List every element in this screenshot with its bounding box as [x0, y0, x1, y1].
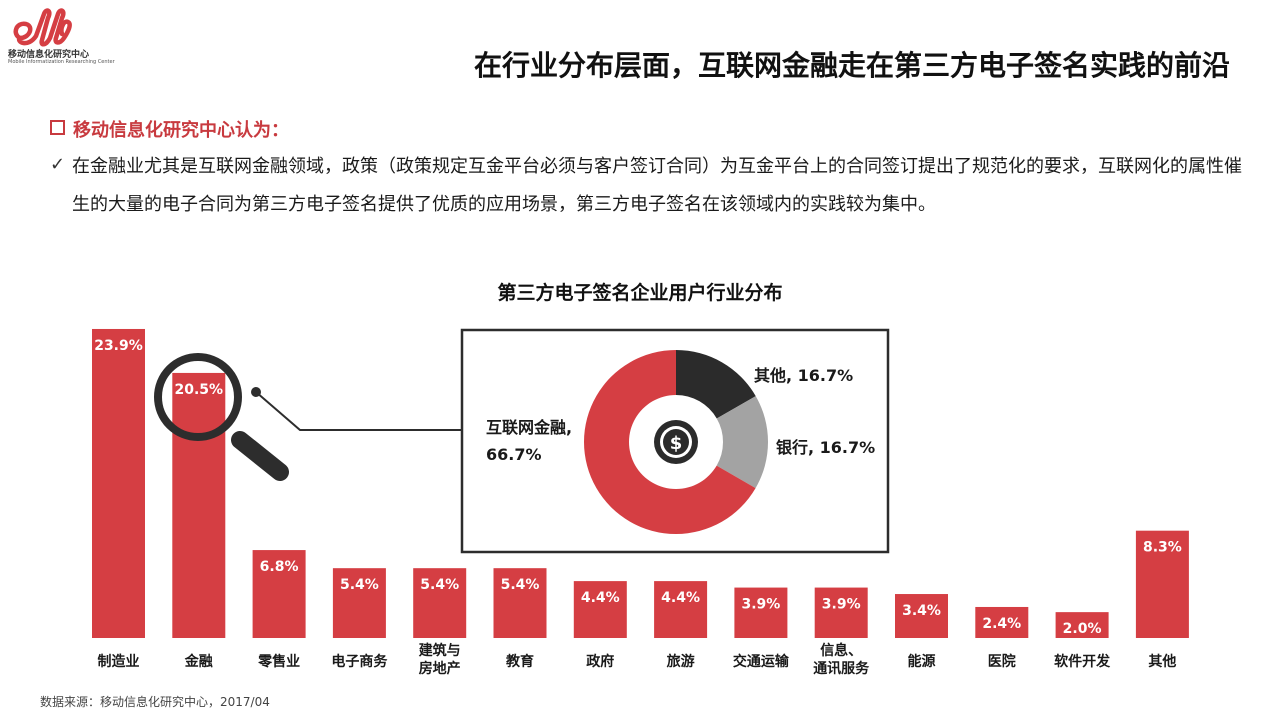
data-source: 数据来源：移动信息化研究中心，2017/04: [40, 695, 270, 709]
donut-label-0: 互联网金融, 66.7%: [486, 418, 572, 464]
bar-13: [1135, 530, 1189, 638]
bar-5: [493, 568, 547, 638]
bar-0: [92, 328, 145, 638]
bar-8: [734, 587, 788, 638]
insight-paragraph: 在金融业尤其是互联网金融领域，政策（政策规定互金平台必须与客户签订合同）为互金平…: [72, 156, 1242, 215]
section-heading: 移动信息化研究中心认为：: [50, 116, 289, 142]
square-bullet-icon: [50, 120, 65, 135]
bar-12: [1055, 612, 1109, 638]
checkmark-icon: ✓: [50, 154, 66, 175]
bar-value-label-2: 6.8%: [260, 559, 299, 575]
bar-1: [172, 372, 226, 638]
bar-value-label-11: 2.4%: [982, 616, 1021, 632]
category-label-9: 信息、通讯服务: [813, 642, 870, 677]
bar-value-label-9: 3.9%: [822, 597, 861, 613]
section-heading-text: 移动信息化研究中心认为：: [73, 120, 289, 141]
category-label-7: 旅游: [667, 653, 695, 670]
magnifier-icon: [154, 353, 289, 481]
bar-series: 23.9% 制造业 20.5% 金融 6.8% 零售业 5.4% 电子商务 5.4% 建筑与房地产…: [92, 328, 1189, 677]
category-label-8: 交通运输: [733, 653, 790, 670]
category-label-2: 零售业: [257, 653, 300, 670]
category-label-6: 政府: [586, 653, 614, 670]
donut-slice-0: [584, 350, 756, 534]
bar-value-label-0: 23.9%: [94, 338, 143, 354]
bar-value-label-12: 2.0%: [1063, 621, 1102, 637]
bar-7: [654, 581, 708, 638]
category-label-0: 制造业: [98, 653, 140, 670]
bar-9: [814, 587, 868, 638]
category-label-1: 金融: [184, 653, 213, 670]
chart-title: 第三方电子签名企业用户行业分布: [497, 282, 783, 304]
bar-4: [413, 568, 467, 638]
bar-3: [332, 568, 386, 638]
donut-label-2: 银行, 16.7%: [776, 438, 875, 457]
category-label-12: 软件开发: [1054, 653, 1111, 670]
bar-value-label-5: 5.4%: [501, 577, 540, 593]
donut-slice-1: [676, 350, 756, 419]
category-label-13: 其他: [1148, 653, 1176, 670]
bar-value-label-7: 4.4%: [661, 590, 700, 606]
category-label-11: 医院: [988, 653, 1016, 670]
bar-10: [895, 594, 948, 638]
bar-value-label-13: 8.3%: [1143, 540, 1182, 556]
bar-value-label-10: 3.4%: [902, 603, 941, 619]
donut-label-1: 其他, 16.7%: [754, 366, 853, 385]
category-label-5: 教育: [506, 653, 534, 670]
bar-value-label-1: 20.5%: [175, 382, 224, 398]
donut-slice-2: [716, 396, 768, 489]
bar-value-label-8: 3.9%: [741, 597, 780, 613]
svg-text:$: $: [670, 433, 683, 454]
bar-value-label-3: 5.4%: [340, 577, 379, 593]
category-label-3: 电子商务: [331, 653, 388, 670]
donut-chart: [584, 350, 768, 534]
dollar-coin-icon: $: [654, 420, 698, 464]
bar-value-label-4: 5.4%: [420, 577, 459, 593]
logo-mark-icon: [13, 8, 72, 47]
category-label-10: 能源: [908, 653, 936, 670]
callout-connector: [251, 387, 462, 431]
logo-org-en: Mobile Informatization Researching Cente…: [8, 59, 115, 65]
logo-org-cn: 移动信息化研究中心: [8, 50, 90, 60]
bar-value-label-6: 4.4%: [581, 590, 620, 606]
category-label-4: 建筑与房地产: [419, 642, 461, 677]
bar-11: [975, 606, 1029, 638]
bar-2: [252, 550, 306, 638]
bar-6: [573, 581, 627, 638]
page-title: 在行业分布层面，互联网金融走在第三方电子签名实践的前沿: [473, 49, 1230, 82]
